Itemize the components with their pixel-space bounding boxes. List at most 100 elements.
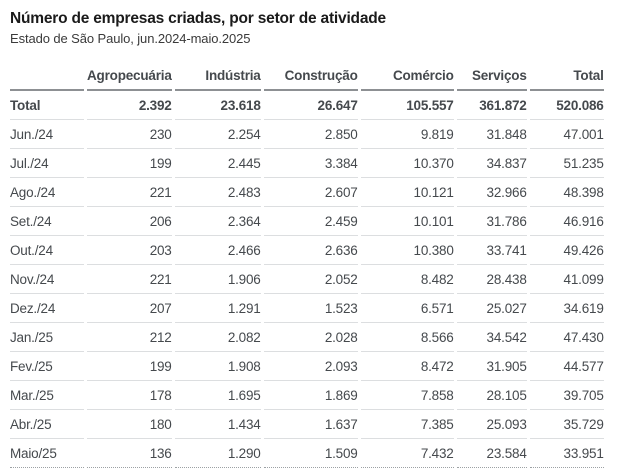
value-cell: 180	[87, 410, 172, 439]
value-cell: 34.837	[456, 149, 527, 178]
value-cell: 1.509	[263, 439, 358, 468]
value-cell: 199	[87, 149, 172, 178]
total-value-cell: 361.872	[456, 91, 527, 120]
value-cell: 7.385	[360, 410, 454, 439]
value-cell: 28.105	[456, 381, 527, 410]
value-cell: 1.290	[174, 439, 261, 468]
table-row: Jun./24 230 2.254 2.850 9.819 31.848 47.001	[10, 120, 604, 149]
row-label-cell: Nov./24	[10, 265, 84, 294]
value-cell: 2.082	[174, 323, 261, 352]
value-cell: 206	[87, 207, 172, 236]
value-cell: 221	[87, 178, 172, 207]
value-cell: 2.483	[174, 178, 261, 207]
value-cell: 178	[87, 381, 172, 410]
value-cell: 2.636	[263, 236, 358, 265]
value-cell: 2.466	[174, 236, 261, 265]
table-subtitle: Estado de São Paulo, jun.2024-maio.2025	[10, 31, 251, 46]
row-label-cell: Dez./24	[10, 294, 84, 323]
value-cell: 33.951	[529, 439, 604, 468]
value-cell: 34.542	[456, 323, 527, 352]
row-label-cell: Jun./24	[10, 120, 84, 149]
value-cell: 1.906	[174, 265, 261, 294]
value-cell: 3.384	[263, 149, 358, 178]
value-cell: 9.819	[360, 120, 454, 149]
value-cell: 31.905	[456, 352, 527, 381]
value-cell: 49.426	[529, 236, 604, 265]
corner-cell	[10, 62, 84, 91]
row-label-cell: Fev./25	[10, 352, 84, 381]
value-cell: 31.848	[456, 120, 527, 149]
table-row: Out./24 203 2.466 2.636 10.380 33.741 49.426	[10, 236, 604, 265]
value-cell: 2.850	[263, 120, 358, 149]
value-cell: 6.571	[360, 294, 454, 323]
value-cell: 44.577	[529, 352, 604, 381]
column-header-cell: Indústria	[174, 62, 261, 91]
total-value-cell: 26.647	[263, 91, 358, 120]
row-label-cell: Jan./25	[10, 323, 84, 352]
value-cell: 47.001	[529, 120, 604, 149]
table-row: Ago./24 221 2.483 2.607 10.121 32.966 48.398	[10, 178, 604, 207]
value-cell: 136	[87, 439, 172, 468]
value-cell: 10.370	[360, 149, 454, 178]
table-body: Total 2.392 23.618 26.647 105.557 361.872 520.…	[10, 91, 604, 468]
value-cell: 2.364	[174, 207, 261, 236]
value-cell: 1.523	[263, 294, 358, 323]
row-label-cell: Out./24	[10, 236, 84, 265]
column-header-cell: Comércio	[360, 62, 454, 91]
row-label-cell: Abr./25	[10, 410, 84, 439]
value-cell: 47.430	[529, 323, 604, 352]
column-header-cell: Agropecuária	[87, 62, 172, 91]
table-title: Número de empresas criadas, por setor de…	[10, 10, 386, 27]
value-cell: 1.637	[263, 410, 358, 439]
value-cell: 23.584	[456, 439, 527, 468]
value-cell: 28.438	[456, 265, 527, 294]
value-cell: 51.235	[529, 149, 604, 178]
data-table: Agropecuária Indústria Construção Comércio S…	[7, 62, 607, 468]
value-cell: 10.121	[360, 178, 454, 207]
table-row: Dez./24 207 1.291 1.523 6.571 25.027 34.619	[10, 294, 604, 323]
value-cell: 7.858	[360, 381, 454, 410]
value-cell: 10.101	[360, 207, 454, 236]
table-row: Jul./24 199 2.445 3.384 10.370 34.837 51.235	[10, 149, 604, 178]
value-cell: 203	[87, 236, 172, 265]
value-cell: 2.607	[263, 178, 358, 207]
table-row: Fev./25 199 1.908 2.093 8.472 31.905 44.577	[10, 352, 604, 381]
value-cell: 2.254	[174, 120, 261, 149]
table-row: Maio/25 136 1.290 1.509 7.432 23.584 33.951	[10, 439, 604, 468]
value-cell: 1.695	[174, 381, 261, 410]
value-cell: 7.432	[360, 439, 454, 468]
value-cell: 1.908	[174, 352, 261, 381]
row-label-cell: Mar./25	[10, 381, 84, 410]
total-value-cell: 105.557	[360, 91, 454, 120]
value-cell: 46.916	[529, 207, 604, 236]
value-cell: 34.619	[529, 294, 604, 323]
total-value-cell: 23.618	[174, 91, 261, 120]
value-cell: 230	[87, 120, 172, 149]
value-cell: 2.459	[263, 207, 358, 236]
table-row: Jan./25 212 2.082 2.028 8.566 34.542 47.430	[10, 323, 604, 352]
value-cell: 199	[87, 352, 172, 381]
value-cell: 25.093	[456, 410, 527, 439]
value-cell: 41.099	[529, 265, 604, 294]
value-cell: 212	[87, 323, 172, 352]
value-cell: 10.380	[360, 236, 454, 265]
header-row: Agropecuária Indústria Construção Comércio S…	[10, 62, 604, 91]
total-label-cell: Total	[10, 91, 84, 120]
value-cell: 1.869	[263, 381, 358, 410]
table-row: Mar./25 178 1.695 1.869 7.858 28.105 39.705	[10, 381, 604, 410]
value-cell: 2.028	[263, 323, 358, 352]
value-cell: 48.398	[529, 178, 604, 207]
row-label-cell: Ago./24	[10, 178, 84, 207]
table-row: Set./24 206 2.364 2.459 10.101 31.786 46.916	[10, 207, 604, 236]
column-header-cell: Construção	[263, 62, 358, 91]
value-cell: 35.729	[529, 410, 604, 439]
column-header-cell: Serviços	[456, 62, 527, 91]
table-row: Abr./25 180 1.434 1.637 7.385 25.093 35.729	[10, 410, 604, 439]
row-label-cell: Maio/25	[10, 439, 84, 468]
value-cell: 207	[87, 294, 172, 323]
value-cell: 2.445	[174, 149, 261, 178]
value-cell: 31.786	[456, 207, 527, 236]
row-label-cell: Set./24	[10, 207, 84, 236]
table-row: Nov./24 221 1.906 2.052 8.482 28.438 41.099	[10, 265, 604, 294]
value-cell: 33.741	[456, 236, 527, 265]
